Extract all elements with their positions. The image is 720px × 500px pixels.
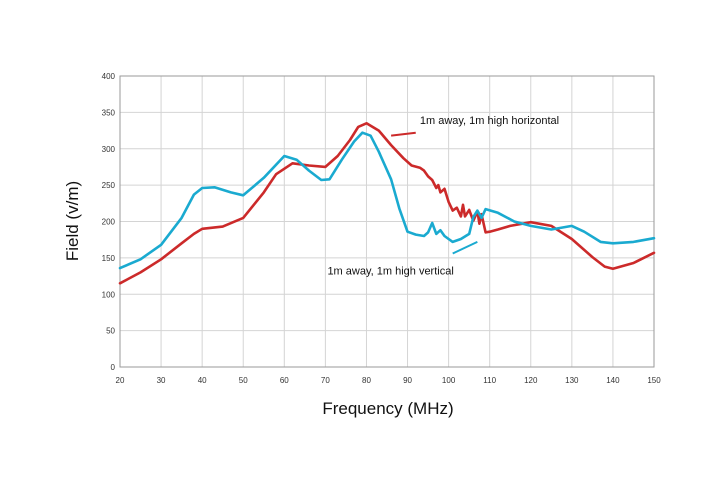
x-tick-label: 90	[403, 376, 412, 385]
y-tick-label: 400	[102, 72, 116, 81]
y-tick-label: 350	[102, 108, 116, 117]
annotation-pointer	[452, 240, 478, 255]
x-tick-label: 70	[321, 376, 330, 385]
annotation-pointer	[390, 131, 416, 137]
plot-area-border	[119, 75, 655, 368]
x-tick-label: 110	[483, 376, 496, 385]
y-tick-labels: 0 50 100 150 200 250 300 350 400	[102, 72, 116, 372]
annotation-label: 1m away, 1m high vertical	[327, 266, 453, 278]
annotation-layer: 1m away, 1m high horizontal 1m away, 1m h…	[327, 115, 559, 278]
x-tick-label: 120	[524, 376, 538, 385]
x-tick-label: 140	[606, 376, 620, 385]
series-line-0	[118, 122, 656, 285]
y-tick-label: 50	[106, 327, 115, 336]
series-line-1	[118, 131, 656, 270]
x-tick-label: 130	[565, 376, 579, 385]
y-tick-label: 250	[102, 181, 116, 190]
y-axis-title: Field (v/m)	[63, 181, 82, 261]
series-layer	[118, 122, 656, 285]
x-tick-label: 30	[157, 376, 166, 385]
annotation-label: 1m away, 1m high horizontal	[420, 115, 559, 127]
y-tick-label: 300	[102, 145, 116, 154]
x-tick-label: 100	[442, 376, 456, 385]
y-tick-label: 0	[111, 363, 116, 372]
x-axis-title: Frequency (MHz)	[322, 399, 453, 418]
x-tick-label: 150	[647, 376, 661, 385]
y-tick-label: 200	[102, 218, 116, 227]
x-tick-label: 50	[239, 376, 248, 385]
y-tick-label: 150	[102, 254, 116, 263]
x-tick-label: 20	[116, 376, 125, 385]
y-tick-label: 100	[102, 290, 116, 299]
x-tick-labels: 20 30 40 50 60 70 80 90 100 110 120 130 140 150	[116, 376, 662, 385]
x-tick-label: 60	[280, 376, 289, 385]
x-tick-label: 80	[362, 376, 371, 385]
x-tick-label: 40	[198, 376, 207, 385]
